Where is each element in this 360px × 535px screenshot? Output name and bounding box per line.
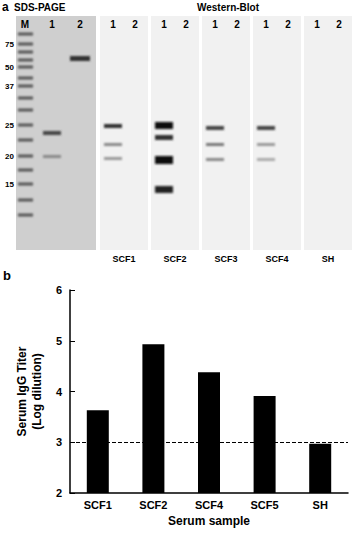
svg-text:1: 1: [49, 19, 55, 30]
svg-text:25: 25: [5, 121, 14, 130]
svg-text:2: 2: [56, 487, 62, 499]
svg-text:(Log dilution): (Log dilution): [30, 353, 44, 430]
svg-text:2: 2: [336, 19, 342, 30]
svg-text:1: 1: [161, 19, 167, 30]
svg-text:3: 3: [56, 436, 62, 448]
svg-text:5: 5: [56, 335, 62, 347]
svg-text:SCF1: SCF1: [112, 254, 135, 264]
svg-text:4: 4: [56, 386, 63, 398]
svg-text:SCF2: SCF2: [139, 499, 167, 511]
svg-text:SDS-PAGE: SDS-PAGE: [14, 2, 66, 13]
svg-text:SCF2: SCF2: [163, 254, 186, 264]
svg-text:2: 2: [77, 19, 83, 30]
svg-text:1: 1: [110, 19, 116, 30]
svg-text:2: 2: [285, 19, 291, 30]
svg-text:Serum IgG Titer: Serum IgG Titer: [15, 346, 29, 436]
svg-text:6: 6: [56, 284, 62, 296]
svg-text:1: 1: [263, 19, 269, 30]
svg-text:1: 1: [314, 19, 320, 30]
svg-text:SH: SH: [313, 499, 328, 511]
svg-text:Serum sample: Serum sample: [168, 514, 250, 528]
svg-text:SCF1: SCF1: [84, 499, 112, 511]
svg-text:2: 2: [132, 19, 138, 30]
svg-text:a: a: [2, 0, 9, 14]
svg-text:50: 50: [5, 63, 14, 72]
svg-text:20: 20: [5, 152, 14, 161]
svg-text:75: 75: [5, 40, 14, 49]
html-text:b: b: [3, 268, 11, 283]
svg-text:SCF5: SCF5: [251, 499, 279, 511]
svg-text:37: 37: [5, 82, 14, 91]
svg-text:2: 2: [183, 19, 189, 30]
svg-text:SH: SH: [322, 254, 335, 264]
svg-text:Western-Blot: Western-Blot: [197, 2, 260, 13]
svg-text:SCF3: SCF3: [214, 254, 237, 264]
svg-text:SCF4: SCF4: [195, 499, 224, 511]
svg-text:SCF4: SCF4: [265, 254, 288, 264]
svg-text:M: M: [21, 19, 29, 30]
svg-text:2: 2: [234, 19, 240, 30]
svg-text:1: 1: [212, 19, 218, 30]
svg-text:15: 15: [5, 180, 14, 189]
